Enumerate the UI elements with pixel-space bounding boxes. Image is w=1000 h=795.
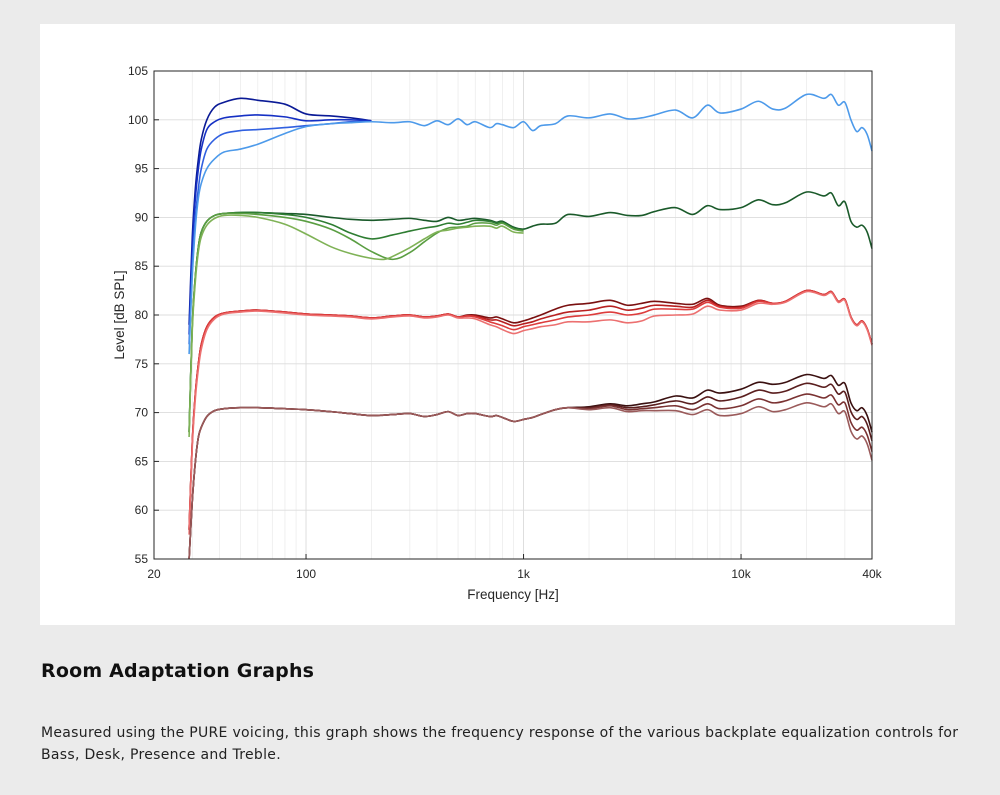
series-line-desk-setting-3 (188, 212, 524, 433)
y-tick-label: 70 (135, 406, 149, 420)
tick-labels: 20 100 1k 10k 40k 55 60 65 70 75 80 85 90 95 100 105 (128, 64, 883, 581)
x-axis-label: Frequency [Hz] (467, 587, 559, 602)
y-tick-label: 95 (135, 162, 149, 176)
y-tick-label: 90 (135, 210, 149, 224)
frequency-response-chart: 20 100 1k 10k 40k 55 60 65 70 75 80 85 90 95 100 105 Fr… (112, 64, 883, 602)
series-line-treble-setting-4 (188, 402, 873, 560)
y-tick-label: 80 (135, 308, 149, 322)
y-tick-label: 55 (135, 552, 149, 566)
section-title: Room Adaptation Graphs (41, 660, 315, 682)
y-tick-label: 100 (128, 113, 148, 127)
chart-card: 20 100 1k 10k 40k 55 60 65 70 75 80 85 90 95 100 105 Fr… (40, 24, 955, 625)
y-tick-label: 65 (135, 454, 149, 468)
series-line-bass-setting-1 (188, 97, 372, 325)
series-line-desk-setting-4 (188, 214, 524, 438)
series-line-presence-setting-4 (188, 290, 873, 535)
section-description: Measured using the PURE voicing, this gr… (41, 725, 959, 763)
series-lines (188, 93, 873, 560)
series-line-bass-setting-4 (188, 93, 873, 355)
grid-lines (153, 70, 873, 560)
x-tick-label: 40k (862, 567, 882, 581)
y-tick-label: 105 (128, 64, 148, 78)
series-line-desk-setting-2 (188, 211, 524, 433)
y-tick-label: 85 (135, 259, 149, 273)
x-tick-label: 100 (296, 567, 316, 581)
y-tick-label: 60 (135, 503, 149, 517)
x-tick-label: 20 (147, 567, 161, 581)
y-axis-label: Level [dB SPL] (112, 270, 127, 359)
series-line-bass-setting-2 (188, 114, 372, 335)
y-tick-label: 75 (135, 357, 149, 371)
series-line-presence-setting-3 (188, 289, 873, 530)
x-tick-label: 1k (517, 567, 531, 581)
x-tick-label: 10k (731, 567, 751, 581)
